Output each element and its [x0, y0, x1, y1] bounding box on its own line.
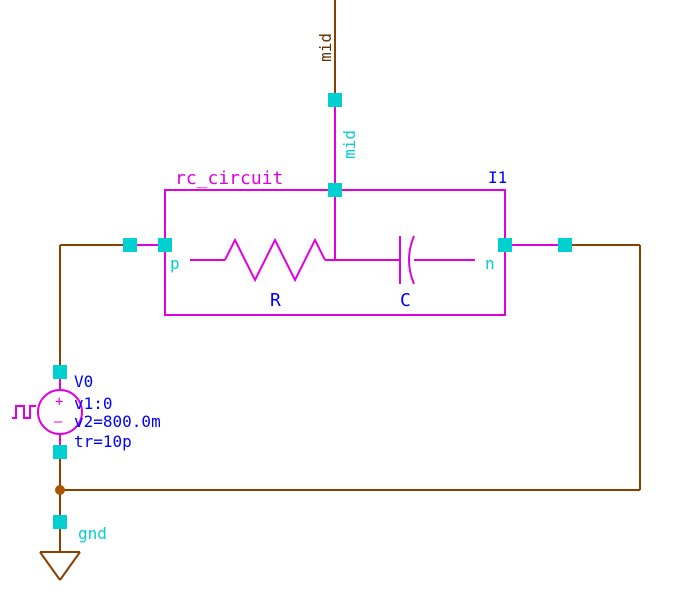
connector	[123, 238, 137, 252]
connector	[53, 445, 67, 459]
gnd-label: gnd	[78, 524, 107, 543]
pin-mid-label: mid	[340, 130, 359, 159]
connector	[328, 183, 342, 197]
connector	[558, 238, 572, 252]
pin-p-label: p	[170, 254, 180, 273]
pin-n-label: n	[485, 254, 495, 273]
connector	[328, 93, 342, 107]
plus-label: +	[55, 394, 63, 410]
vsrc-name-label: V0	[74, 372, 93, 391]
connector	[53, 365, 67, 379]
connector	[53, 515, 67, 529]
vsrc-tr-label: tr=10p	[74, 432, 132, 451]
instance-label: I1	[488, 168, 507, 187]
net-mid-label: mid	[316, 33, 335, 62]
minus-label: —	[54, 414, 62, 430]
r-label: R	[270, 290, 281, 311]
circuit-svg	[0, 0, 686, 612]
connector	[158, 238, 172, 252]
c-label: C	[400, 290, 411, 311]
block-name-label: rc_circuit	[175, 168, 283, 189]
vsrc-v2-label: v2=800.0m	[74, 412, 161, 431]
vsrc-v1-label: v1:0	[74, 394, 113, 413]
connector	[498, 238, 512, 252]
